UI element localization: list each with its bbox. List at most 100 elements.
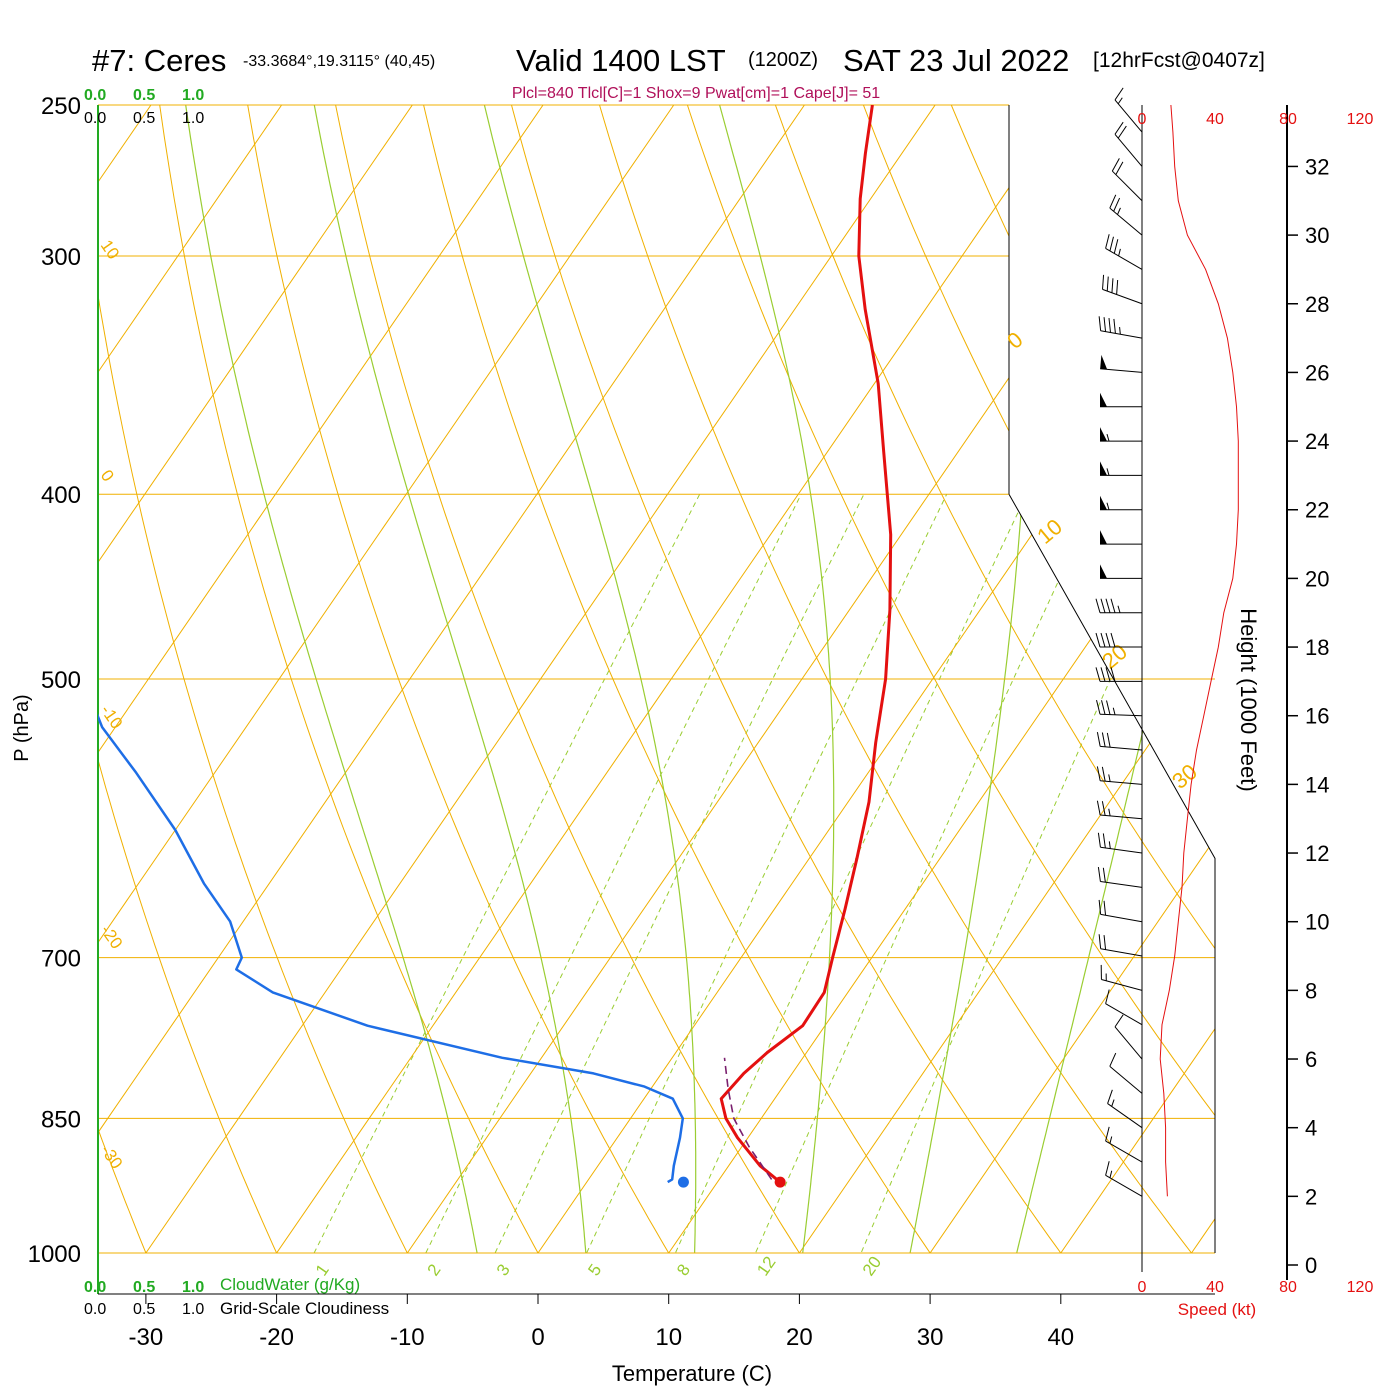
pressure-tick-label: 700	[41, 946, 81, 973]
mixing-ratio-line	[843, 493, 1194, 1253]
x-axis-title: Temperature (C)	[612, 1361, 772, 1386]
wind-barb-feather	[1110, 667, 1116, 682]
wind-barb-feather	[1105, 1126, 1110, 1142]
wind-barb-feather	[1097, 832, 1101, 848]
height-tick-label: 12	[1305, 841, 1329, 866]
y-axis-title: P (hPa)	[11, 694, 33, 761]
moist-adiabat-line	[483, 105, 697, 1253]
pressure-tick-label: 300	[41, 244, 81, 271]
dry-adiabat-line	[0, 71, 30, 1293]
isotherm-line	[0, 105, 20, 1253]
wind-barb-feather	[1102, 867, 1106, 883]
wind-barb-staff	[1102, 288, 1143, 305]
temperature-surface-point	[774, 1176, 786, 1188]
isotherm-label: -30	[97, 1141, 127, 1172]
wind-barb-half-feather	[1106, 502, 1110, 510]
dewpoint-profile	[98, 105, 685, 1184]
mixing-ratio-line	[475, 493, 865, 1253]
isotherm-line	[98, 105, 413, 1253]
temperature-tick-label: 0	[531, 1324, 544, 1351]
wind-barb-feather	[1098, 316, 1102, 331]
parcel-profile	[723, 1057, 773, 1180]
mixing-ratio-line	[737, 493, 1100, 1253]
wind-barb-feather	[1106, 732, 1111, 748]
wind-barb-staff	[1100, 814, 1143, 820]
mixing-ratio-line	[567, 493, 948, 1253]
height-tick-label: 10	[1305, 910, 1329, 935]
wind-barb	[1096, 700, 1143, 717]
station-name: #7: Ceres	[92, 43, 226, 78]
wind-barb-feather	[1096, 731, 1101, 747]
wind-barb-staff	[1105, 1140, 1143, 1163]
moist-adiabat-line	[1006, 105, 1215, 1253]
wind-barb-feather	[1101, 801, 1106, 816]
wind-barb-feather	[1113, 318, 1116, 334]
wind-barb	[1096, 800, 1143, 820]
height-tick-label: 6	[1305, 1047, 1317, 1072]
wind-barb-feather	[1103, 900, 1107, 916]
dry-adiabat-line	[328, 105, 826, 1253]
station-coords: -33.3684°,19.3115° (40,45)	[243, 53, 435, 70]
dry-adiabats	[0, 71, 1215, 1293]
wind-barb-half-feather	[1106, 433, 1110, 442]
dry-adiabat-line	[98, 105, 429, 1253]
dry-adiabat-line	[415, 105, 959, 1253]
wind-barb-flag	[1100, 427, 1107, 442]
wind-barb-half-feather	[1106, 468, 1110, 476]
pressure-tick-label: 500	[41, 667, 81, 694]
wind-barb-feather	[1106, 276, 1109, 292]
mixing-ratio-line	[293, 493, 701, 1253]
cloudiness-tick-0: 0.0	[84, 110, 106, 127]
moist-adiabat-line	[719, 105, 835, 1253]
height-axis-title: Height (1000 Feet)	[1236, 608, 1261, 791]
wind-barb	[1100, 354, 1143, 373]
wind-barb	[1102, 274, 1143, 305]
wind-barb-half-feather	[1109, 1170, 1113, 1178]
right-frame-slant	[1008, 493, 1216, 1253]
wind-barb-feather	[1110, 632, 1116, 648]
wind-barb	[1095, 632, 1142, 648]
wind-barb	[1105, 1161, 1143, 1197]
height-tick-label: 32	[1305, 154, 1329, 179]
wind-barb	[1109, 194, 1143, 236]
wind-barb-flag	[1100, 530, 1107, 545]
wind-barb-feather	[1105, 234, 1110, 249]
dry-adiabat-line	[937, 105, 1215, 1253]
height-tick-label: 22	[1305, 498, 1329, 523]
height-tick-label: 28	[1305, 292, 1329, 317]
dry-adiabat-line	[98, 105, 296, 1253]
wind-barb-half-feather	[1108, 774, 1111, 782]
wind-barb-feather	[1116, 279, 1119, 295]
wind-barb-staff	[1100, 330, 1143, 339]
speed-tick-0-bottom: 0	[1138, 1279, 1147, 1296]
wind-barb-feather	[1100, 632, 1106, 648]
moist-adiabat-line	[185, 105, 485, 1253]
wind-barb-feather	[1097, 867, 1101, 882]
speed-tick-40-bottom: 40	[1206, 1279, 1224, 1296]
wind-barb	[1097, 867, 1143, 888]
wind-barb	[1100, 427, 1142, 442]
isotherm-label: 0	[97, 466, 118, 485]
wind-barb-feather	[1109, 194, 1117, 209]
wind-barb	[1100, 392, 1142, 408]
wind-barb-feather	[1117, 125, 1127, 139]
cloudiness-tick-2-bottom: 1.0	[182, 1301, 204, 1318]
wind-barb-staff	[1114, 99, 1143, 133]
pressure-tick-label: 850	[41, 1106, 81, 1133]
wind-barb-flag	[1100, 495, 1107, 510]
temperature-tick-label: -20	[259, 1324, 294, 1351]
valid-date: SAT 23 Jul 2022	[843, 43, 1069, 78]
wind-barb	[1111, 158, 1143, 202]
cloudiness-tick-0-bottom: 0.0	[84, 1301, 106, 1318]
wind-barb-feather	[1114, 87, 1124, 101]
dry-adiabat-line	[154, 105, 561, 1253]
wind-barb-feather	[1115, 161, 1124, 175]
wind-barb	[1100, 495, 1142, 511]
speed-tick-120-bottom: 120	[1347, 1279, 1374, 1296]
moist-adiabat-line	[313, 105, 590, 1253]
dry-adiabat-line	[502, 105, 1091, 1253]
wind-barb-feather	[1109, 1052, 1117, 1067]
isotherm-line	[1060, 105, 1215, 1253]
speed-tick-40-top: 40	[1206, 111, 1224, 128]
